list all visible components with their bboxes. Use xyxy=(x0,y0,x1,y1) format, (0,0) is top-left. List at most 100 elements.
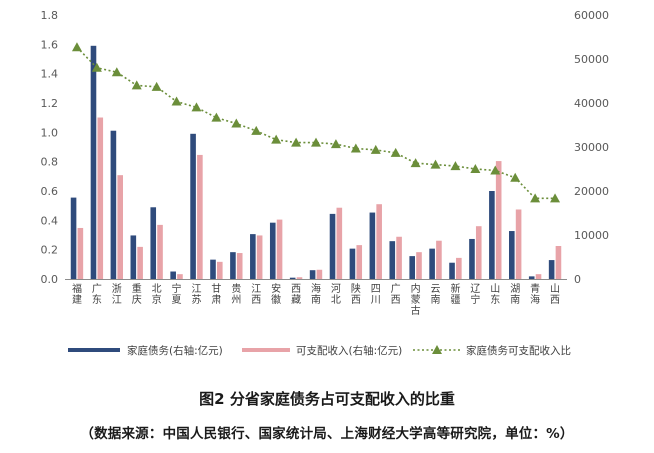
category-label: 广西 xyxy=(391,283,401,306)
legend-swatch-ratio xyxy=(413,345,461,354)
bar-household-debt xyxy=(489,191,495,279)
bar-disposable-income xyxy=(117,175,123,279)
left-axis-tick: 1.6 xyxy=(41,38,59,51)
ratio-marker xyxy=(410,158,421,168)
left-axis-tick: 1.8 xyxy=(41,9,59,22)
category-label: 贵州 xyxy=(231,282,241,306)
bar-disposable-income xyxy=(336,207,343,279)
left-axis-tick: 1.2 xyxy=(41,97,59,110)
bar-disposable-income xyxy=(356,245,363,279)
right-axis-tick: 20000 xyxy=(574,185,609,198)
bar-household-debt xyxy=(369,212,376,279)
category-label: 青海 xyxy=(530,282,540,306)
bar-disposable-income xyxy=(535,274,542,279)
ratio-marker xyxy=(510,172,521,182)
legend-label-income: 可支配收入(右轴:亿元) xyxy=(296,344,402,357)
bar-disposable-income xyxy=(396,236,402,279)
bar-disposable-income xyxy=(416,252,422,279)
left-y-axis: 0.0 0.2 0.4 0.6 0.8 1.0 1.2 1.4 1.6 1.8 xyxy=(41,9,59,286)
bar-household-debt xyxy=(70,197,77,279)
category-label: 西藏 xyxy=(291,284,301,306)
ratio-marker xyxy=(171,96,182,106)
left-axis-tick: 0.8 xyxy=(41,156,59,169)
bar-household-debt xyxy=(449,262,455,279)
category-label: 重庆 xyxy=(132,282,142,306)
ratio-marker xyxy=(470,164,481,173)
left-axis-tick: 0.4 xyxy=(41,214,59,227)
right-axis-tick: 60000 xyxy=(574,9,609,22)
ratio-marker xyxy=(370,144,381,154)
left-axis-tick: 0.6 xyxy=(41,185,59,198)
bar-disposable-income xyxy=(376,204,382,279)
bar-household-debt xyxy=(469,238,475,279)
x-axis-labels: 福建广东浙江重庆北京宁夏江苏甘肃贵州江西安徽西藏海南河北陕西四川广西内蒙古云南新… xyxy=(72,282,560,317)
bar-household-debt xyxy=(170,271,176,279)
bar-disposable-income xyxy=(137,246,143,279)
bar-disposable-income xyxy=(77,227,84,279)
category-label: 甘肃 xyxy=(211,282,221,306)
ratio-marker xyxy=(350,143,361,153)
bar-household-debt xyxy=(389,241,396,279)
category-label: 山东 xyxy=(490,283,500,306)
category-label: 浙江 xyxy=(112,283,122,306)
bar-disposable-income xyxy=(97,117,104,280)
ratio-marker xyxy=(71,42,82,52)
bar-disposable-income xyxy=(456,257,462,279)
category-label: 山西 xyxy=(550,283,560,306)
ratio-marker xyxy=(151,81,162,91)
bar-household-debt xyxy=(250,234,256,279)
category-label: 北京 xyxy=(152,283,162,306)
right-axis-tick: 40000 xyxy=(574,97,609,110)
legend-label-ratio: 家庭债务可支配收入比 xyxy=(466,344,571,357)
category-label: 海南 xyxy=(311,282,321,306)
category-label: 辽宁 xyxy=(470,283,480,306)
bar-disposable-income xyxy=(217,261,223,279)
ratio-marker xyxy=(330,139,341,149)
legend-ratio-marker xyxy=(432,345,442,354)
category-label: 内蒙古 xyxy=(411,282,421,317)
bar-household-debt xyxy=(349,248,356,279)
ratio-marker xyxy=(111,67,122,77)
ratio-marker xyxy=(390,147,401,157)
bar-disposable-income xyxy=(276,219,283,279)
bar-disposable-income xyxy=(296,277,303,279)
legend-label-debt: 家庭债务(右轴:亿元) xyxy=(127,344,223,357)
category-label: 湖南 xyxy=(510,283,520,306)
right-y-axis: 0 10000 20000 30000 40000 50000 60000 xyxy=(574,9,609,286)
bar-disposable-income xyxy=(515,209,522,279)
category-label: 江西 xyxy=(251,283,261,306)
bar-disposable-income xyxy=(436,240,442,279)
category-label: 四川 xyxy=(371,284,381,306)
right-axis-tick: 10000 xyxy=(574,229,609,242)
category-label: 陕西 xyxy=(351,282,361,306)
bar-household-debt xyxy=(110,130,117,279)
category-label: 云南 xyxy=(431,284,441,306)
ratio-marker xyxy=(530,193,541,203)
ratio-marker xyxy=(271,134,282,144)
left-axis-tick: 1.4 xyxy=(41,68,59,81)
left-axis-tick: 0.0 xyxy=(41,273,59,286)
figure-title: 图2 分省家庭债务占可支配收入的比重 xyxy=(199,390,455,408)
legend: 家庭债务(右轴:亿元) 可支配收入(右轴:亿元) 家庭债务可支配收入比 xyxy=(68,344,571,357)
ratio-marker xyxy=(430,159,441,169)
bar-disposable-income xyxy=(236,253,243,279)
bar-household-debt xyxy=(269,222,276,279)
bar-series xyxy=(70,45,562,280)
bar-disposable-income xyxy=(256,235,263,279)
right-axis-tick: 50000 xyxy=(574,53,609,66)
bar-disposable-income xyxy=(157,224,163,279)
category-label: 宁夏 xyxy=(172,282,182,306)
bar-household-debt xyxy=(528,276,535,279)
bar-household-debt xyxy=(190,133,196,279)
bar-disposable-income xyxy=(555,246,562,279)
ratio-marker xyxy=(251,125,262,135)
ratio-marker xyxy=(131,80,142,90)
ratio-marker xyxy=(211,112,222,122)
bar-household-debt xyxy=(90,45,97,279)
category-label: 安徽 xyxy=(271,282,281,306)
ratio-line-series xyxy=(71,42,561,203)
bar-household-debt xyxy=(150,207,157,279)
bar-disposable-income xyxy=(316,269,323,279)
bar-household-debt xyxy=(309,270,316,279)
bar-household-debt xyxy=(289,277,296,279)
